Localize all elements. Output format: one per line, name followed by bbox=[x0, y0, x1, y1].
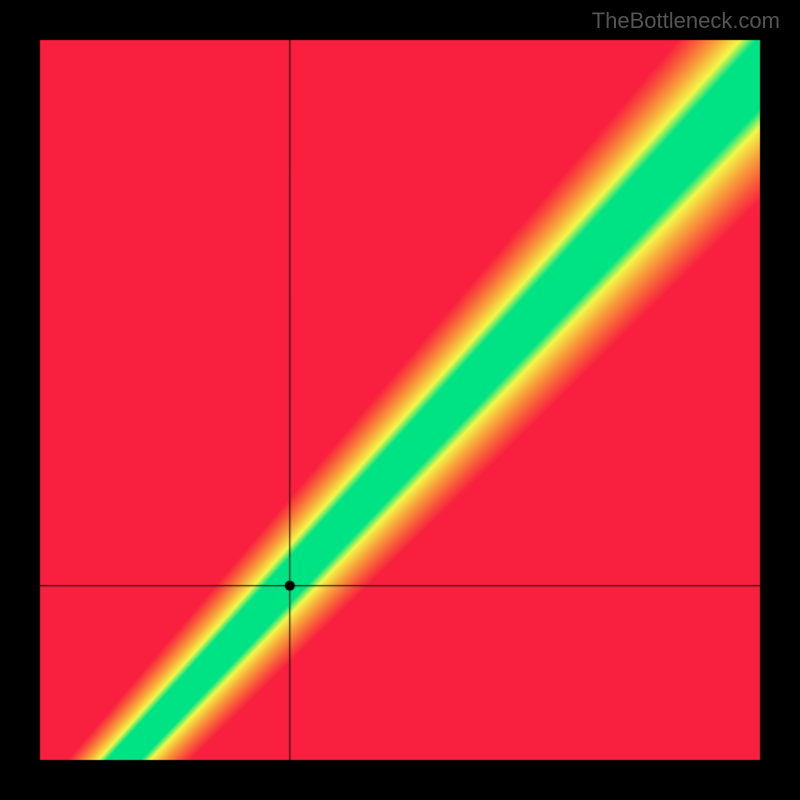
watermark-text: TheBottleneck.com bbox=[592, 8, 780, 34]
bottleneck-heatmap bbox=[0, 0, 800, 800]
